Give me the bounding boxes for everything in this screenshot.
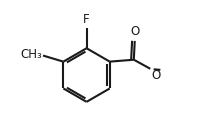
Text: CH₃: CH₃ — [20, 48, 42, 61]
Text: F: F — [83, 13, 90, 26]
Text: O: O — [151, 69, 160, 82]
Text: O: O — [130, 25, 139, 38]
